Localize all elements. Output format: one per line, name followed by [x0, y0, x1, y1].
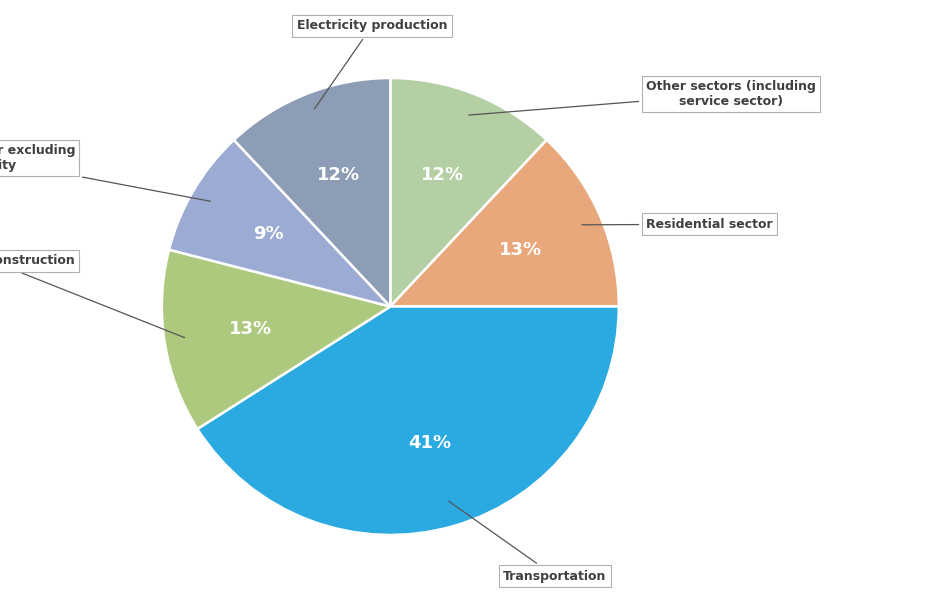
Wedge shape: [162, 249, 390, 429]
Text: Industry & Construction: Industry & Construction: [0, 254, 185, 338]
Wedge shape: [169, 140, 390, 306]
Text: 12%: 12%: [421, 166, 464, 184]
Wedge shape: [390, 78, 546, 306]
Text: Other sectors (including
service sector): Other sectors (including service sector): [468, 80, 816, 115]
Text: Transportation: Transportation: [448, 501, 606, 582]
Wedge shape: [390, 140, 619, 306]
Wedge shape: [197, 306, 619, 535]
Text: Industrial sector excluding
electricity: Industrial sector excluding electricity: [0, 144, 210, 201]
Text: 41%: 41%: [408, 433, 451, 452]
Text: 13%: 13%: [499, 242, 542, 259]
Text: 12%: 12%: [317, 166, 360, 184]
Text: Electricity production: Electricity production: [297, 20, 447, 109]
Text: Residential sector: Residential sector: [582, 218, 773, 230]
Text: 9%: 9%: [253, 226, 284, 243]
Text: 13%: 13%: [228, 319, 272, 338]
Wedge shape: [234, 78, 390, 306]
